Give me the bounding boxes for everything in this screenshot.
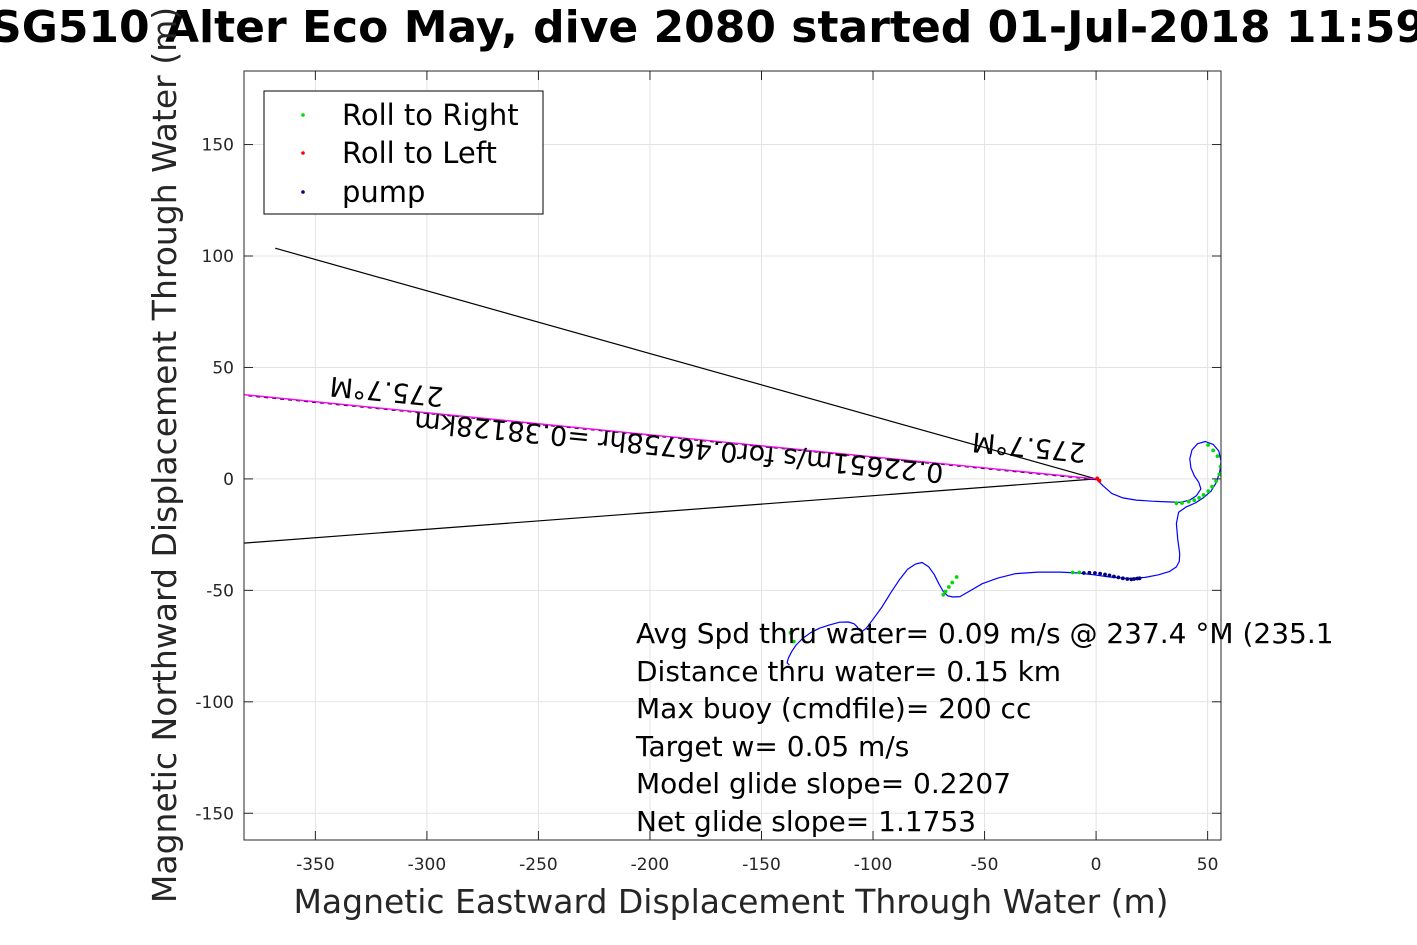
- pump-point: [1116, 575, 1121, 580]
- y-tick-label: -150: [195, 804, 234, 824]
- roll-right-point: [941, 592, 946, 597]
- roll-right-point: [788, 630, 793, 635]
- pump-point: [1103, 572, 1107, 577]
- roll-right-point: [1206, 443, 1210, 447]
- data-layer: [244, 247, 1221, 666]
- legend-label-roll-left: Roll to Left: [342, 136, 497, 170]
- stat-avg-speed: Avg Spd thru water= 0.09 m/s @ 237.4 °M …: [636, 617, 1334, 650]
- roll-right-point: [1206, 489, 1211, 494]
- roll-right-point: [1070, 570, 1075, 575]
- roll-right-point: [1210, 484, 1214, 489]
- legend-marker-roll-right: [301, 113, 305, 117]
- stat-target-w: Target w= 0.05 m/s: [635, 730, 909, 763]
- pump-point: [1132, 577, 1136, 581]
- roll-right-point: [791, 639, 796, 644]
- roll-right-point: [1186, 499, 1191, 504]
- pump-point: [1120, 576, 1125, 581]
- roll-right-point: [1077, 570, 1082, 575]
- roll-right-point: [1214, 479, 1218, 484]
- chart-title: SG510 Alter Eco May, dive 2080 started 0…: [0, 2, 1417, 53]
- legend-marker-roll-left: [301, 151, 305, 155]
- x-tick-label: -300: [408, 855, 447, 875]
- stat-net-glide: Net glide slope= 1.1753: [636, 805, 976, 838]
- roll-right-point: [954, 575, 959, 579]
- pump-point: [1098, 571, 1103, 576]
- stat-distance: Distance thru water= 0.15 km: [636, 655, 1061, 688]
- roll-right-point: [1217, 472, 1221, 477]
- pump-point: [1081, 571, 1086, 575]
- x-tick-label: -50: [971, 855, 999, 875]
- stat-max-buoy: Max buoy (cmdfile)= 200 cc: [636, 692, 1031, 725]
- legend-label-roll-right: Roll to Right: [342, 98, 519, 132]
- x-tick-label: -350: [296, 855, 335, 875]
- roll-right-point: [943, 589, 948, 594]
- y-tick-label: 50: [212, 358, 234, 378]
- roll-left-point: [1097, 478, 1102, 483]
- roll-right-point: [1211, 448, 1216, 453]
- x-tick-label: -200: [631, 855, 670, 875]
- y-axis-label: Magnetic Northward Displacement Through …: [145, 7, 184, 903]
- pump-point: [1107, 573, 1112, 578]
- x-tick-label: 50: [1197, 855, 1219, 875]
- legend: Roll to Right Roll to Left pump: [263, 90, 544, 215]
- roll-right-point: [1197, 495, 1202, 500]
- bounding-heading-line: [244, 478, 1097, 544]
- pump-point: [1093, 571, 1097, 575]
- roll-right-point: [1201, 493, 1206, 497]
- y-tick-label: 0: [223, 470, 234, 490]
- grid-lines: [244, 71, 1221, 840]
- axes-box: [243, 70, 1222, 841]
- roll-right-point: [1192, 498, 1197, 503]
- x-tick-label: -250: [519, 855, 558, 875]
- x-tick-label: -100: [854, 855, 893, 875]
- y-tick-label: -50: [206, 581, 234, 601]
- roll-right-point: [950, 580, 955, 585]
- pump-point: [1137, 576, 1142, 581]
- y-tick-label: -100: [195, 693, 234, 713]
- heading-line-dashed: [244, 395, 1097, 481]
- pump-point: [1112, 574, 1116, 579]
- stat-model-glide: Model glide slope= 0.2207: [636, 767, 1011, 800]
- pump-point: [1125, 577, 1130, 581]
- roll-right-point: [1215, 454, 1220, 459]
- glider-track: [786, 440, 1221, 666]
- legend-marker-pump: [301, 190, 305, 194]
- legend-box: [263, 90, 544, 215]
- y-tick-label: 150: [202, 136, 234, 156]
- x-tick-label: 0: [1091, 855, 1102, 875]
- heading-line: [244, 393, 1097, 480]
- roll-right-point: [1218, 464, 1221, 469]
- pump-point: [1087, 570, 1092, 575]
- legend-label-pump: pump: [342, 175, 425, 209]
- y-tick-label: 100: [202, 247, 234, 267]
- tick-marks: [244, 71, 1221, 840]
- x-axis-label: Magnetic Eastward Displacement Through W…: [293, 882, 1168, 921]
- x-tick-label: -150: [742, 855, 781, 875]
- roll-right-point: [1180, 501, 1184, 505]
- bounding-heading-line: [275, 247, 1097, 480]
- tick-labels: -350 -300 -250 -200 -150 -100 -50 0 50 150 100 50 0 -…: [195, 136, 1218, 875]
- stats-block: Avg Spd thru water= 0.09 m/s @ 237.4 °M …: [635, 617, 1334, 838]
- roll-right-point: [1174, 501, 1179, 506]
- roll-right-point: [946, 585, 951, 589]
